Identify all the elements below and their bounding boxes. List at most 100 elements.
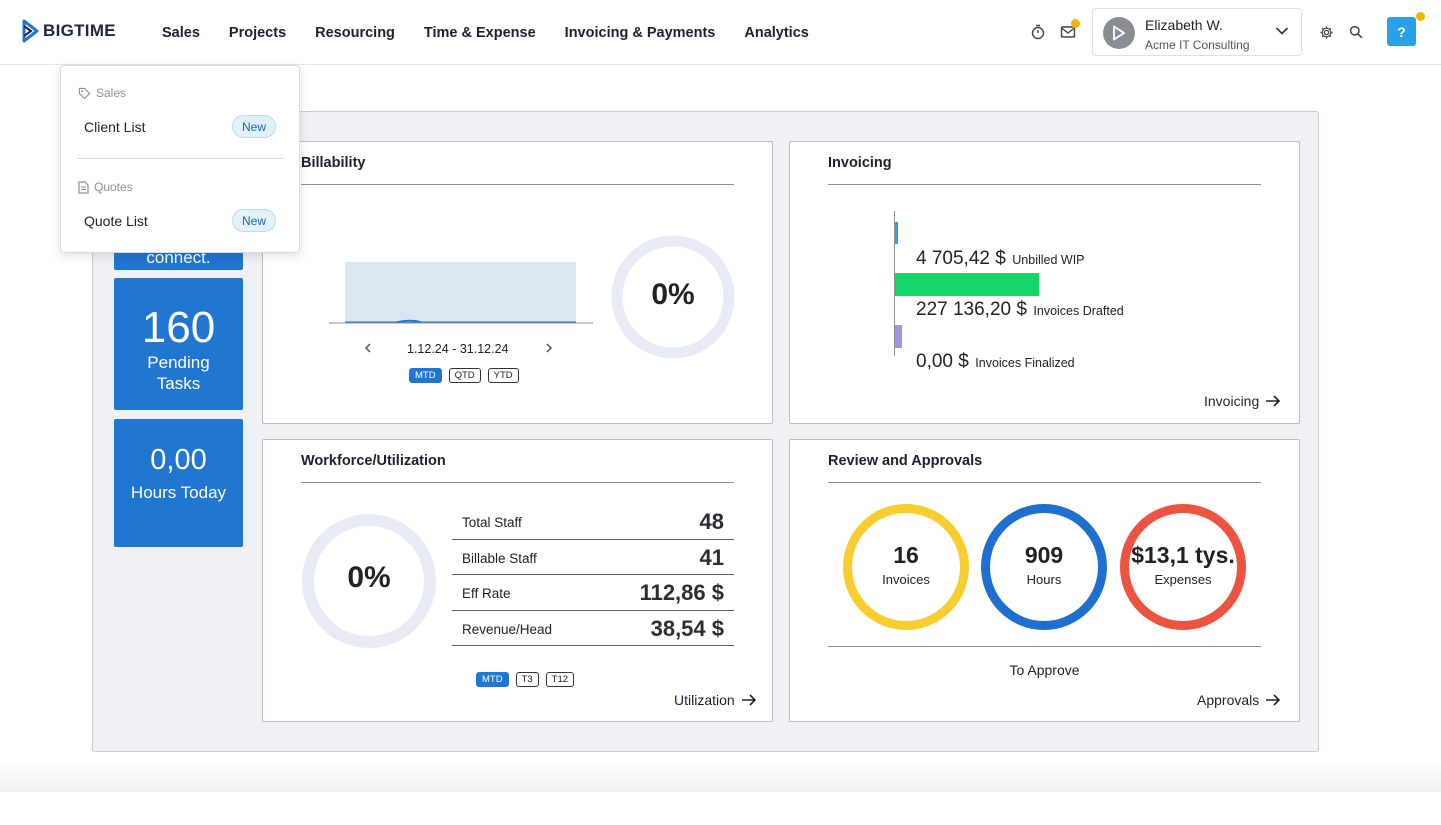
billability-area bbox=[345, 262, 576, 322]
expenses-approval-circle[interactable]: $13,1 tys. Expenses bbox=[1120, 504, 1246, 630]
menu-divider bbox=[77, 158, 284, 159]
stopwatch-icon[interactable] bbox=[1029, 23, 1047, 41]
billability-title: Billability bbox=[301, 155, 366, 171]
pending-tasks-count: 160 bbox=[141, 303, 216, 352]
nav-resourcing[interactable]: Resourcing bbox=[315, 24, 395, 41]
mail-icon[interactable] bbox=[1059, 23, 1077, 41]
hours-approval-circle[interactable]: 909 Hours bbox=[981, 504, 1107, 630]
invoicing-link[interactable]: Invoicing bbox=[1204, 393, 1281, 409]
eff-rate-label: Eff Rate bbox=[462, 586, 511, 601]
nav-time-expense[interactable]: Time & Expense bbox=[423, 24, 536, 41]
tag-icon bbox=[78, 87, 91, 99]
user-menu[interactable]: Elizabeth W. Acme IT Consulting bbox=[1092, 8, 1302, 56]
billability-percent: 0% bbox=[651, 278, 695, 311]
client-list-menu-item[interactable]: Client List bbox=[84, 119, 146, 135]
nav-invoicing-payments[interactable]: Invoicing & Payments bbox=[564, 24, 716, 41]
invoices-drafted-value: 227 136,20 $ bbox=[916, 299, 1027, 320]
bigtime-logo[interactable]: BIGTIME bbox=[22, 19, 116, 43]
hours-today-tile[interactable]: 0,00 Hours Today bbox=[114, 419, 243, 547]
brand-name: BIGTIME bbox=[43, 21, 116, 40]
invoices-finalized-bar bbox=[895, 325, 902, 348]
hours-approval-label: Hours bbox=[1026, 572, 1062, 587]
workforce-title: Workforce/Utilization bbox=[301, 453, 446, 469]
approvals-divider bbox=[828, 482, 1261, 483]
nav-sales[interactable]: Sales bbox=[162, 24, 200, 41]
new-badge: New bbox=[232, 115, 276, 138]
quotes-section-header: Quotes bbox=[78, 180, 133, 194]
billable-staff-label: Billable Staff bbox=[462, 550, 537, 566]
workforce-stats-table: Total Staff 48 Billable Staff 41 Eff Rat… bbox=[452, 504, 734, 646]
utilization-percent: 0% bbox=[347, 561, 391, 594]
user-name: Elizabeth W. bbox=[1145, 17, 1223, 33]
help-notification-dot bbox=[1416, 12, 1425, 21]
period-ytd-button[interactable]: YTD bbox=[487, 368, 519, 383]
invoices-drafted-row: 227 136,20 $ Invoices Drafted bbox=[916, 299, 1124, 321]
billability-area-chart bbox=[329, 262, 593, 324]
approvals-title: Review and Approvals bbox=[828, 453, 983, 469]
unbilled-wip-row: 4 705,42 $ Unbilled WIP bbox=[916, 248, 1085, 270]
main-nav: Sales Projects Resourcing Time & Expense… bbox=[162, 0, 838, 65]
quote-list-menu-item[interactable]: Quote List bbox=[84, 213, 148, 229]
invoices-approval-label: Invoices bbox=[882, 572, 930, 587]
mail-notification-dot bbox=[1071, 19, 1080, 28]
table-row: Revenue/Head 38,54 $ bbox=[452, 611, 734, 646]
table-row: Eff Rate 112,86 $ bbox=[452, 575, 734, 611]
billability-ring: 0% bbox=[611, 235, 735, 359]
gear-icon[interactable] bbox=[1317, 23, 1335, 41]
billability-ring-track bbox=[611, 235, 735, 359]
period-t3-button[interactable]: T3 bbox=[515, 672, 539, 687]
user-organization: Acme IT Consulting bbox=[1145, 38, 1250, 52]
nav-projects[interactable]: Projects bbox=[228, 24, 287, 41]
workforce-card: Workforce/Utilization 0% Total Staff 48 … bbox=[262, 439, 773, 722]
utilization-ring: 0% bbox=[301, 513, 437, 649]
footer-shade bbox=[0, 760, 1441, 792]
sales-section-title: Sales bbox=[96, 86, 127, 100]
utilization-ring-graphic bbox=[302, 514, 436, 648]
pending-tasks-tile[interactable]: 160 Pending Tasks bbox=[114, 278, 243, 410]
workforce-divider bbox=[301, 482, 734, 483]
unbilled-wip-label: Unbilled WIP bbox=[1012, 253, 1085, 267]
help-label: ? bbox=[1397, 23, 1406, 40]
utilization-link[interactable]: Utilization bbox=[674, 692, 757, 708]
bigtime-logo-icon bbox=[22, 19, 39, 43]
period-qtd-button[interactable]: QTD bbox=[448, 368, 481, 383]
chevron-left-icon bbox=[364, 343, 371, 353]
expenses-approval-label: Expenses bbox=[1154, 572, 1212, 587]
approvals-link[interactable]: Approvals bbox=[1197, 692, 1281, 708]
period-mtd-button[interactable]: MTD bbox=[476, 672, 509, 687]
arrow-right-icon bbox=[1266, 694, 1281, 706]
nav-analytics[interactable]: Analytics bbox=[744, 24, 809, 41]
previous-period-button[interactable] bbox=[364, 341, 372, 356]
invoices-drafted-label: Invoices Drafted bbox=[1033, 304, 1124, 318]
invoices-approval-count: 16 bbox=[893, 542, 919, 568]
utilization-link-label: Utilization bbox=[674, 692, 735, 708]
revenue-head-label: Revenue/Head bbox=[462, 621, 553, 637]
invoices-approval-circle[interactable]: 16 Invoices bbox=[843, 504, 969, 630]
period-mtd-button[interactable]: MTD bbox=[409, 368, 442, 383]
unbilled-wip-value: 4 705,42 $ bbox=[916, 248, 1006, 269]
invoices-finalized-value: 0,00 $ bbox=[916, 351, 969, 372]
table-row: Billable Staff 41 bbox=[452, 540, 734, 575]
sales-dropdown-menu: Sales Client List New Quotes Quote List … bbox=[60, 65, 300, 253]
utilization-ring-track bbox=[302, 514, 436, 648]
hours-approval-count: 909 bbox=[1024, 542, 1064, 568]
unbilled-wip-bar bbox=[895, 222, 898, 244]
invoicing-card: Invoicing 4 705,42 $ Unbilled WIP 227 13… bbox=[789, 141, 1300, 424]
period-t12-button[interactable]: T12 bbox=[545, 672, 575, 687]
hours-today-label: Hours Today bbox=[130, 483, 227, 502]
approvals-card: Review and Approvals 16 Invoices 909 Hou… bbox=[789, 439, 1300, 722]
next-period-button[interactable] bbox=[545, 341, 553, 356]
approvals-bottom-divider bbox=[828, 646, 1261, 647]
expenses-approval-amount: $13,1 tys. bbox=[1131, 542, 1235, 568]
chevron-right-icon bbox=[546, 343, 553, 353]
hours-today-value: 0,00 bbox=[150, 444, 207, 476]
help-button[interactable]: ? bbox=[1387, 17, 1416, 46]
billability-ring-graphic bbox=[611, 235, 735, 359]
workforce-period-toggle: MTD T3 T12 bbox=[476, 672, 575, 687]
approvals-link-label: Approvals bbox=[1197, 692, 1260, 708]
total-staff-value: 48 bbox=[699, 509, 724, 534]
arrow-right-icon bbox=[1266, 395, 1281, 407]
chevron-down-icon bbox=[1275, 27, 1289, 35]
document-icon bbox=[78, 180, 89, 194]
search-icon[interactable] bbox=[1347, 23, 1365, 41]
